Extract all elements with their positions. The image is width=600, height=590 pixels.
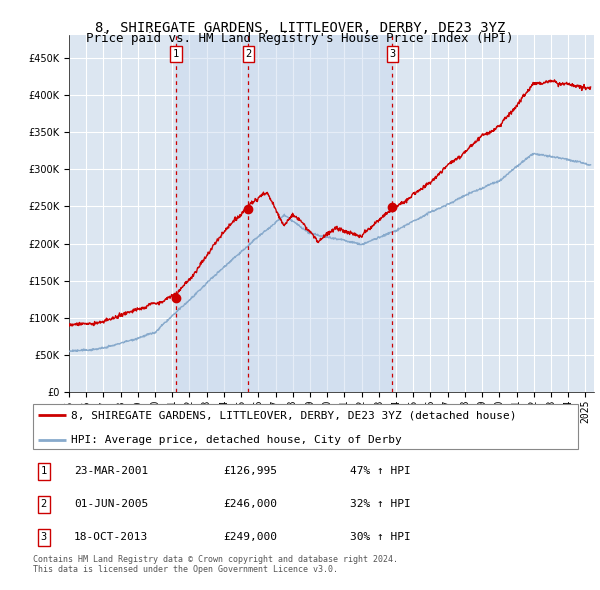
Text: 2: 2 <box>245 49 251 59</box>
Text: 32% ↑ HPI: 32% ↑ HPI <box>350 500 411 509</box>
Bar <box>248 35 392 392</box>
Text: 23-MAR-2001: 23-MAR-2001 <box>74 467 148 476</box>
Text: 47% ↑ HPI: 47% ↑ HPI <box>350 467 411 476</box>
Text: 01-JUN-2005: 01-JUN-2005 <box>74 500 148 509</box>
Text: HPI: Average price, detached house, City of Derby: HPI: Average price, detached house, City… <box>71 435 402 445</box>
Text: Price paid vs. HM Land Registry's House Price Index (HPI): Price paid vs. HM Land Registry's House … <box>86 32 514 45</box>
Text: 3: 3 <box>41 533 47 542</box>
Text: 1: 1 <box>173 49 179 59</box>
Bar <box>176 35 248 392</box>
Text: 1: 1 <box>41 467 47 476</box>
Text: Contains HM Land Registry data © Crown copyright and database right 2024.
This d: Contains HM Land Registry data © Crown c… <box>33 555 398 574</box>
Text: 30% ↑ HPI: 30% ↑ HPI <box>350 533 411 542</box>
Text: 2: 2 <box>41 500 47 509</box>
Text: 8, SHIREGATE GARDENS, LITTLEOVER, DERBY, DE23 3YZ: 8, SHIREGATE GARDENS, LITTLEOVER, DERBY,… <box>95 21 505 35</box>
Text: £246,000: £246,000 <box>223 500 277 509</box>
Text: £126,995: £126,995 <box>223 467 277 476</box>
Text: 3: 3 <box>389 49 395 59</box>
FancyBboxPatch shape <box>33 404 578 449</box>
Text: 18-OCT-2013: 18-OCT-2013 <box>74 533 148 542</box>
Text: 8, SHIREGATE GARDENS, LITTLEOVER, DERBY, DE23 3YZ (detached house): 8, SHIREGATE GARDENS, LITTLEOVER, DERBY,… <box>71 410 517 420</box>
Text: £249,000: £249,000 <box>223 533 277 542</box>
